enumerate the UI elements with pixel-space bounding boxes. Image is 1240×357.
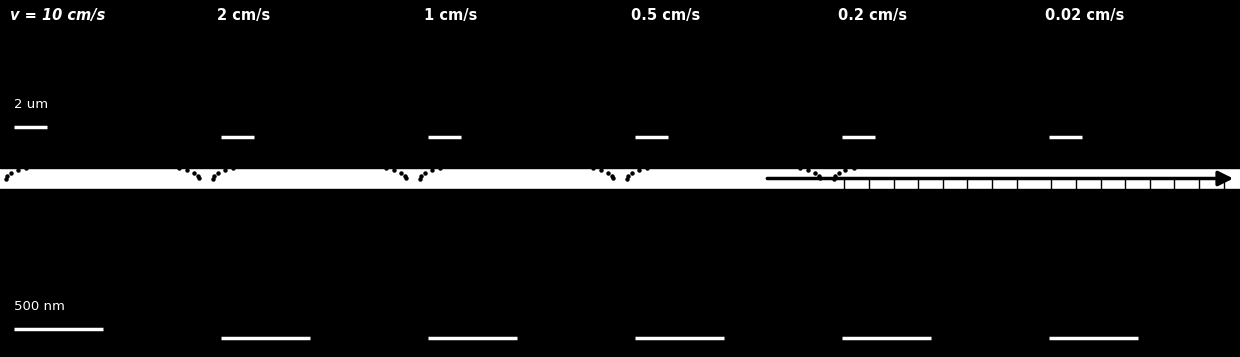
Text: 500 nm: 500 nm <box>15 300 66 313</box>
Text: 0.5 cm/s: 0.5 cm/s <box>631 8 701 23</box>
Text: 1 cm/s: 1 cm/s <box>424 8 477 23</box>
Text: v = 10 cm/s: v = 10 cm/s <box>10 8 105 23</box>
Text: 0.02 cm/s: 0.02 cm/s <box>1045 8 1125 23</box>
Text: 2 cm/s: 2 cm/s <box>217 8 270 23</box>
Text: 0.2 cm/s: 0.2 cm/s <box>838 8 908 23</box>
Text: 2 um: 2 um <box>15 98 48 111</box>
